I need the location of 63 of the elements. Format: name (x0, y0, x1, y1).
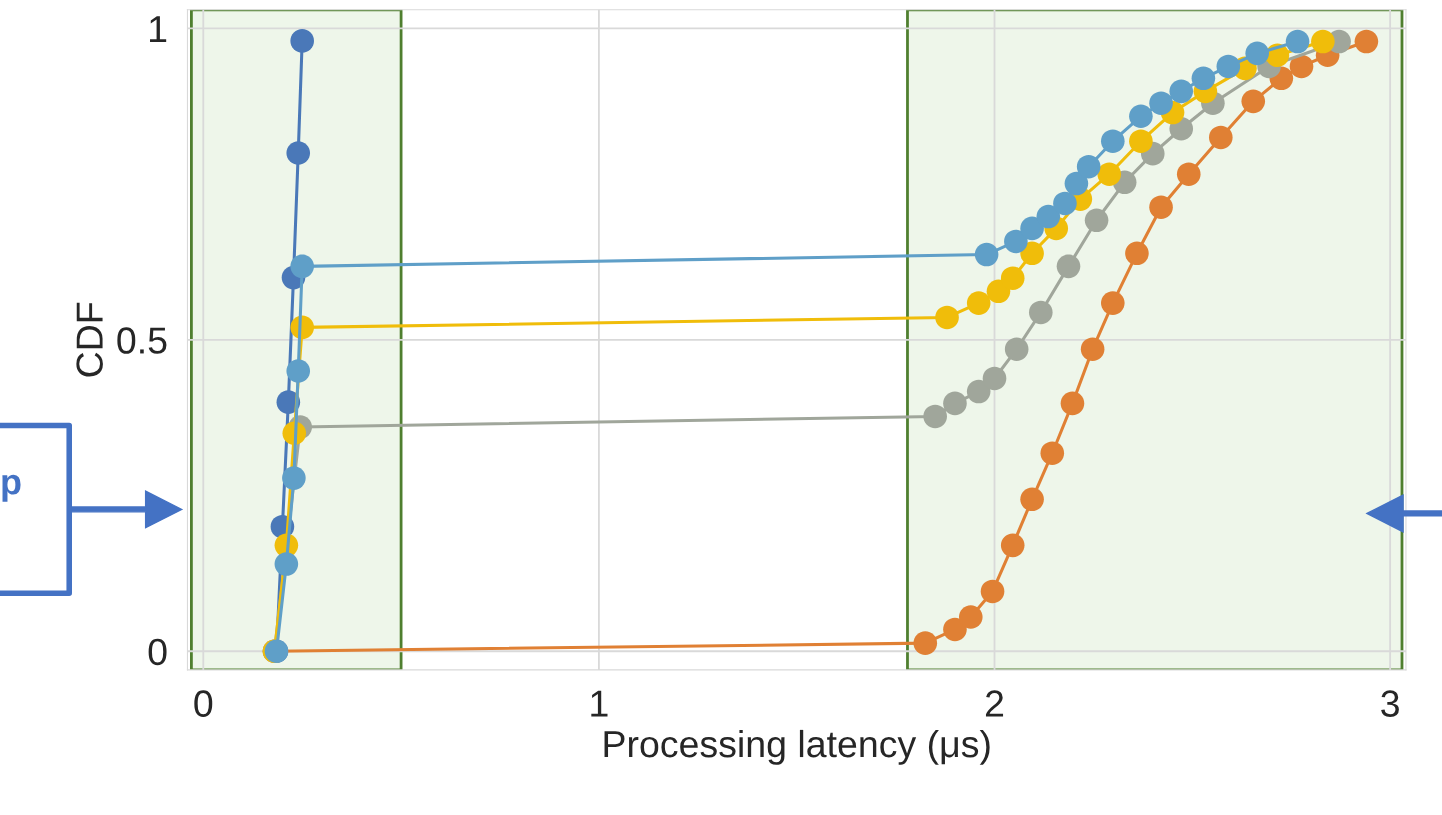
y-tick-label: 0.5 (117, 327, 167, 354)
point (1084, 208, 1109, 233)
point (1176, 162, 1201, 186)
text: p (2, 474, 21, 502)
point (1191, 66, 1216, 91)
point (1000, 266, 1025, 291)
point (935, 305, 959, 330)
x-tick-label: 0 (194, 690, 213, 717)
point (1080, 337, 1105, 361)
point (1060, 391, 1085, 416)
point (1056, 254, 1081, 279)
y-axis-title: CDF (76, 302, 103, 377)
x-axis-title: Processing latency (μs) (604, 729, 990, 765)
point (1020, 216, 1044, 241)
point (923, 404, 947, 429)
point (1289, 54, 1314, 79)
point (974, 242, 999, 267)
point (290, 29, 314, 53)
point (286, 141, 311, 165)
point (1100, 291, 1125, 315)
point (1040, 441, 1065, 466)
point (1149, 195, 1173, 220)
point (958, 605, 983, 629)
y-tick-label: 1 (150, 16, 167, 43)
point (1004, 229, 1028, 254)
point (282, 466, 306, 490)
x-tick-label: 2 (985, 690, 1004, 717)
point (1169, 79, 1194, 104)
point (1036, 204, 1061, 229)
point (286, 359, 311, 383)
point (1004, 337, 1029, 361)
point (966, 379, 991, 404)
x-tick-label: 3 (1381, 690, 1399, 717)
y-tick-label: 0 (148, 638, 167, 666)
point (1100, 129, 1125, 153)
point (1028, 300, 1053, 325)
point (1149, 91, 1173, 115)
point (1285, 29, 1310, 54)
point (966, 291, 991, 315)
point (1020, 241, 1044, 266)
point (1354, 29, 1379, 54)
point (1129, 129, 1153, 153)
point (1311, 29, 1335, 54)
point (1209, 125, 1233, 150)
point (274, 552, 299, 576)
point (943, 617, 967, 642)
point (1064, 171, 1089, 196)
point (943, 391, 967, 416)
point (1245, 41, 1269, 66)
point (290, 254, 314, 279)
point (982, 366, 1007, 391)
point (1125, 241, 1149, 266)
point (1020, 487, 1044, 512)
point (1216, 54, 1241, 79)
point (980, 579, 1005, 604)
point (1241, 89, 1266, 114)
point (913, 631, 938, 655)
point (1129, 104, 1153, 129)
point (1053, 191, 1077, 216)
point (1076, 154, 1101, 179)
point (1000, 533, 1025, 558)
point (1097, 162, 1122, 186)
x-tick-label: 1 (591, 690, 608, 717)
